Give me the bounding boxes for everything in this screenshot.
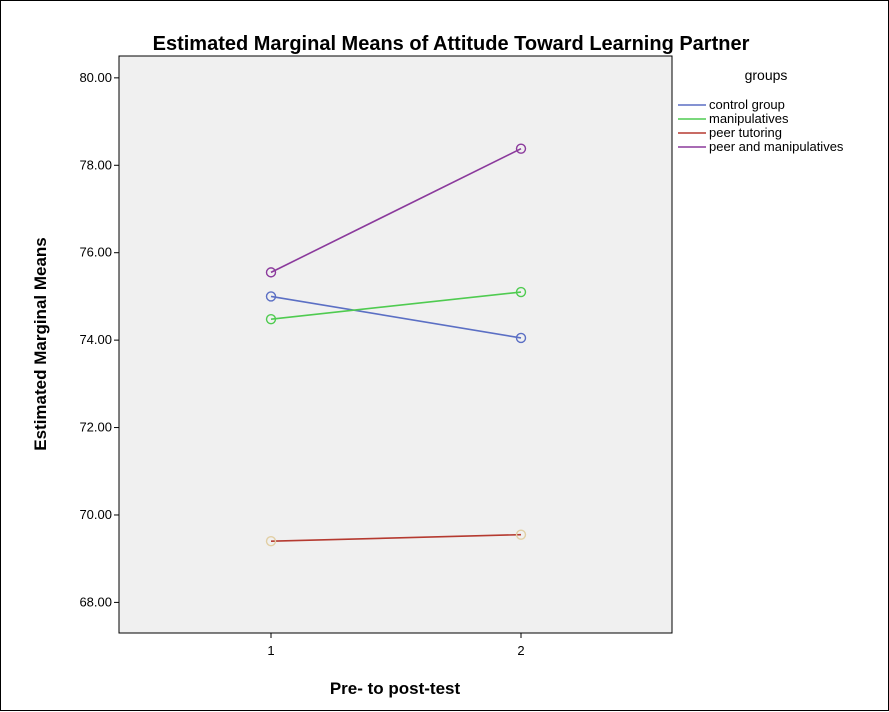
x-tick-label: 2 (517, 643, 524, 658)
y-tick-label: 74.00 (79, 332, 112, 347)
x-axis-label: Pre- to post-test (330, 679, 461, 698)
y-tick-label: 68.00 (79, 594, 112, 609)
series-peer-tutoring (265, 529, 527, 547)
y-axis: 68.00 70.00 72.00 74.00 76.00 78.00 80.00 (79, 70, 119, 609)
data-point (515, 332, 527, 344)
legend-entry: control group (709, 97, 785, 112)
legend-entry: peer tutoring (709, 125, 782, 140)
x-tick-label: 1 (267, 643, 274, 658)
series-line (270, 533, 522, 543)
data-point (515, 529, 527, 540)
series-manipulatives (265, 286, 527, 325)
series-line (270, 147, 522, 274)
data-point (265, 267, 277, 278)
series-control-group (265, 291, 527, 344)
y-tick-label: 78.00 (79, 157, 112, 172)
data-point (265, 291, 277, 302)
legend-entry: manipulatives (709, 111, 789, 126)
series-peer-and-manipulatives (265, 143, 527, 278)
y-tick-label: 72.00 (79, 420, 112, 435)
plot-area (118, 55, 673, 634)
data-point (265, 313, 277, 325)
data-point (265, 536, 277, 547)
y-tick-label: 80.00 (79, 70, 112, 85)
y-tick-label: 70.00 (79, 507, 112, 522)
series-line (270, 291, 522, 320)
legend-title: groups (745, 67, 788, 83)
data-point (515, 143, 527, 154)
series-layer (265, 143, 527, 547)
chart-title: Estimated Marginal Means of Attitude Tow… (153, 33, 750, 55)
series-line (270, 295, 522, 339)
y-tick-label: 76.00 (79, 245, 112, 260)
data-point (515, 286, 527, 298)
legend-entry: peer and manipulatives (709, 139, 844, 154)
y-axis-label: Estimated Marginal Means (31, 237, 50, 451)
